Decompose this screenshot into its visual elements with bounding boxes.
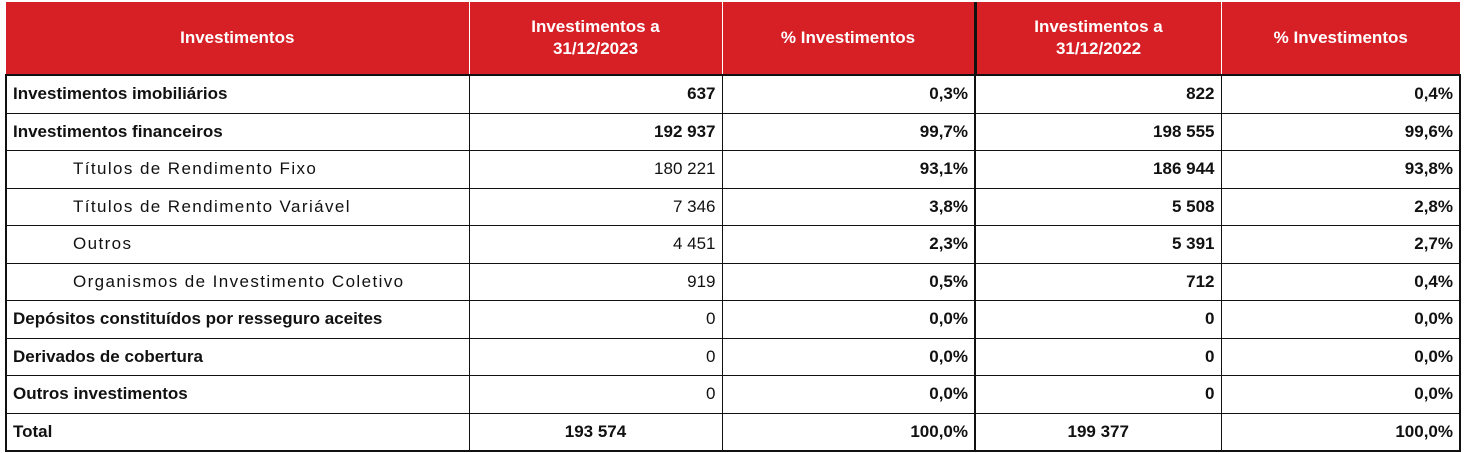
row-value-2022: 5 508: [974, 188, 1221, 226]
row-label: Total: [5, 413, 469, 452]
row-value-2022: 5 391: [974, 225, 1221, 264]
row-value-2023: 0: [468, 338, 722, 376]
row-percent-2023: 93,1%: [721, 150, 975, 189]
row-value-2022: 0: [974, 300, 1221, 339]
row-value-2023: 192 937: [468, 113, 722, 151]
header-investimentos-2022-line2: 31/12/2022: [1055, 39, 1142, 58]
header-investimentos-2023-line2: 31/12/2023: [552, 39, 639, 58]
row-percent-2022: 99,6%: [1220, 113, 1461, 151]
row-percent-2023: 0,0%: [721, 375, 975, 414]
row-value-2023: 180 221: [468, 150, 722, 189]
row-percent-2022: 2,8%: [1220, 188, 1461, 226]
table-row: Depósitos constituídos por resseguro ace…: [5, 300, 1461, 339]
row-value-2022: 0: [974, 375, 1221, 414]
header-investimentos-2022: Investimentos a 31/12/2022: [973, 2, 1221, 76]
table-row: Derivados de cobertura 0 0,0% 0 0,0%: [5, 338, 1461, 376]
row-percent-2022: 2,7%: [1220, 225, 1461, 264]
row-label: Depósitos constituídos por resseguro ace…: [5, 300, 469, 339]
row-value-2022: 822: [974, 75, 1221, 114]
row-percent-2023: 100,0%: [721, 413, 975, 452]
row-percent-2022: 0,0%: [1220, 375, 1461, 414]
row-percent-2022: 0,0%: [1220, 300, 1461, 339]
row-value-2022: 186 944: [974, 150, 1221, 189]
row-percent-2022: 0,4%: [1220, 263, 1461, 301]
row-value-2022: 712: [974, 263, 1221, 301]
row-percent-2023: 3,8%: [721, 188, 975, 226]
row-percent-2023: 0,0%: [721, 338, 975, 376]
row-label: Títulos de Rendimento Variável: [5, 188, 469, 226]
row-percent-2022: 100,0%: [1220, 413, 1461, 452]
row-percent-2023: 99,7%: [721, 113, 975, 151]
row-percent-2023: 0,0%: [721, 300, 975, 339]
row-percent-2022: 0,0%: [1220, 338, 1461, 376]
row-value-2023: 4 451: [468, 225, 722, 264]
row-label: Outros investimentos: [5, 375, 469, 414]
row-label: Organismos de Investimento Coletivo: [5, 263, 469, 301]
table-row: Organismos de Investimento Coletivo 919 …: [5, 263, 1461, 301]
row-value-2023: 0: [468, 375, 722, 414]
header-investimentos: Investimentos: [6, 2, 469, 76]
row-percent-2023: 0,3%: [721, 75, 975, 114]
row-label: Derivados de cobertura: [5, 338, 469, 376]
header-investimentos-2023: Investimentos a 31/12/2023: [468, 2, 722, 76]
table-row: Investimentos financeiros 192 937 99,7% …: [5, 113, 1461, 151]
row-label: Títulos de Rendimento Fixo: [5, 150, 469, 189]
row-value-2023: 919: [468, 263, 722, 301]
row-value-2022: 199 377: [974, 413, 1221, 452]
header-investimentos-2023-line1: Investimentos a: [531, 17, 660, 36]
table-row: Outros investimentos 0 0,0% 0 0,0%: [5, 375, 1461, 414]
row-value-2023: 7 346: [468, 188, 722, 226]
row-percent-2022: 0,4%: [1220, 75, 1461, 114]
table-row: Investimentos imobiliários 637 0,3% 822 …: [5, 75, 1461, 114]
table-row-total: Total 193 574 100,0% 199 377 100,0%: [5, 413, 1461, 452]
row-label: Investimentos financeiros: [5, 113, 469, 151]
table-row: Títulos de Rendimento Fixo 180 221 93,1%…: [5, 150, 1461, 189]
header-investimentos-2022-line1: Investimentos a: [1034, 17, 1163, 36]
row-percent-2023: 2,3%: [721, 225, 975, 264]
investments-table-container: Investimentos Investimentos a 31/12/2023…: [5, 2, 1461, 452]
row-label: Outros: [5, 225, 469, 264]
row-value-2022: 0: [974, 338, 1221, 376]
row-percent-2023: 0,5%: [721, 263, 975, 301]
row-value-2023: 193 574: [468, 413, 722, 452]
row-value-2023: 637: [468, 75, 722, 114]
row-label: Investimentos imobiliários: [5, 75, 469, 114]
table-header-row: Investimentos Investimentos a 31/12/2023…: [6, 2, 1460, 76]
header-percent-2023: % Investimentos: [721, 2, 975, 76]
table-row: Títulos de Rendimento Variável 7 346 3,8…: [5, 188, 1461, 226]
table-row: Outros 4 451 2,3% 5 391 2,7%: [5, 225, 1461, 264]
investments-table: Investimentos Investimentos a 31/12/2023…: [5, 2, 1461, 452]
row-value-2022: 198 555: [974, 113, 1221, 151]
header-percent-2022: % Investimentos: [1220, 2, 1460, 76]
row-percent-2022: 93,8%: [1220, 150, 1461, 189]
row-value-2023: 0: [468, 300, 722, 339]
